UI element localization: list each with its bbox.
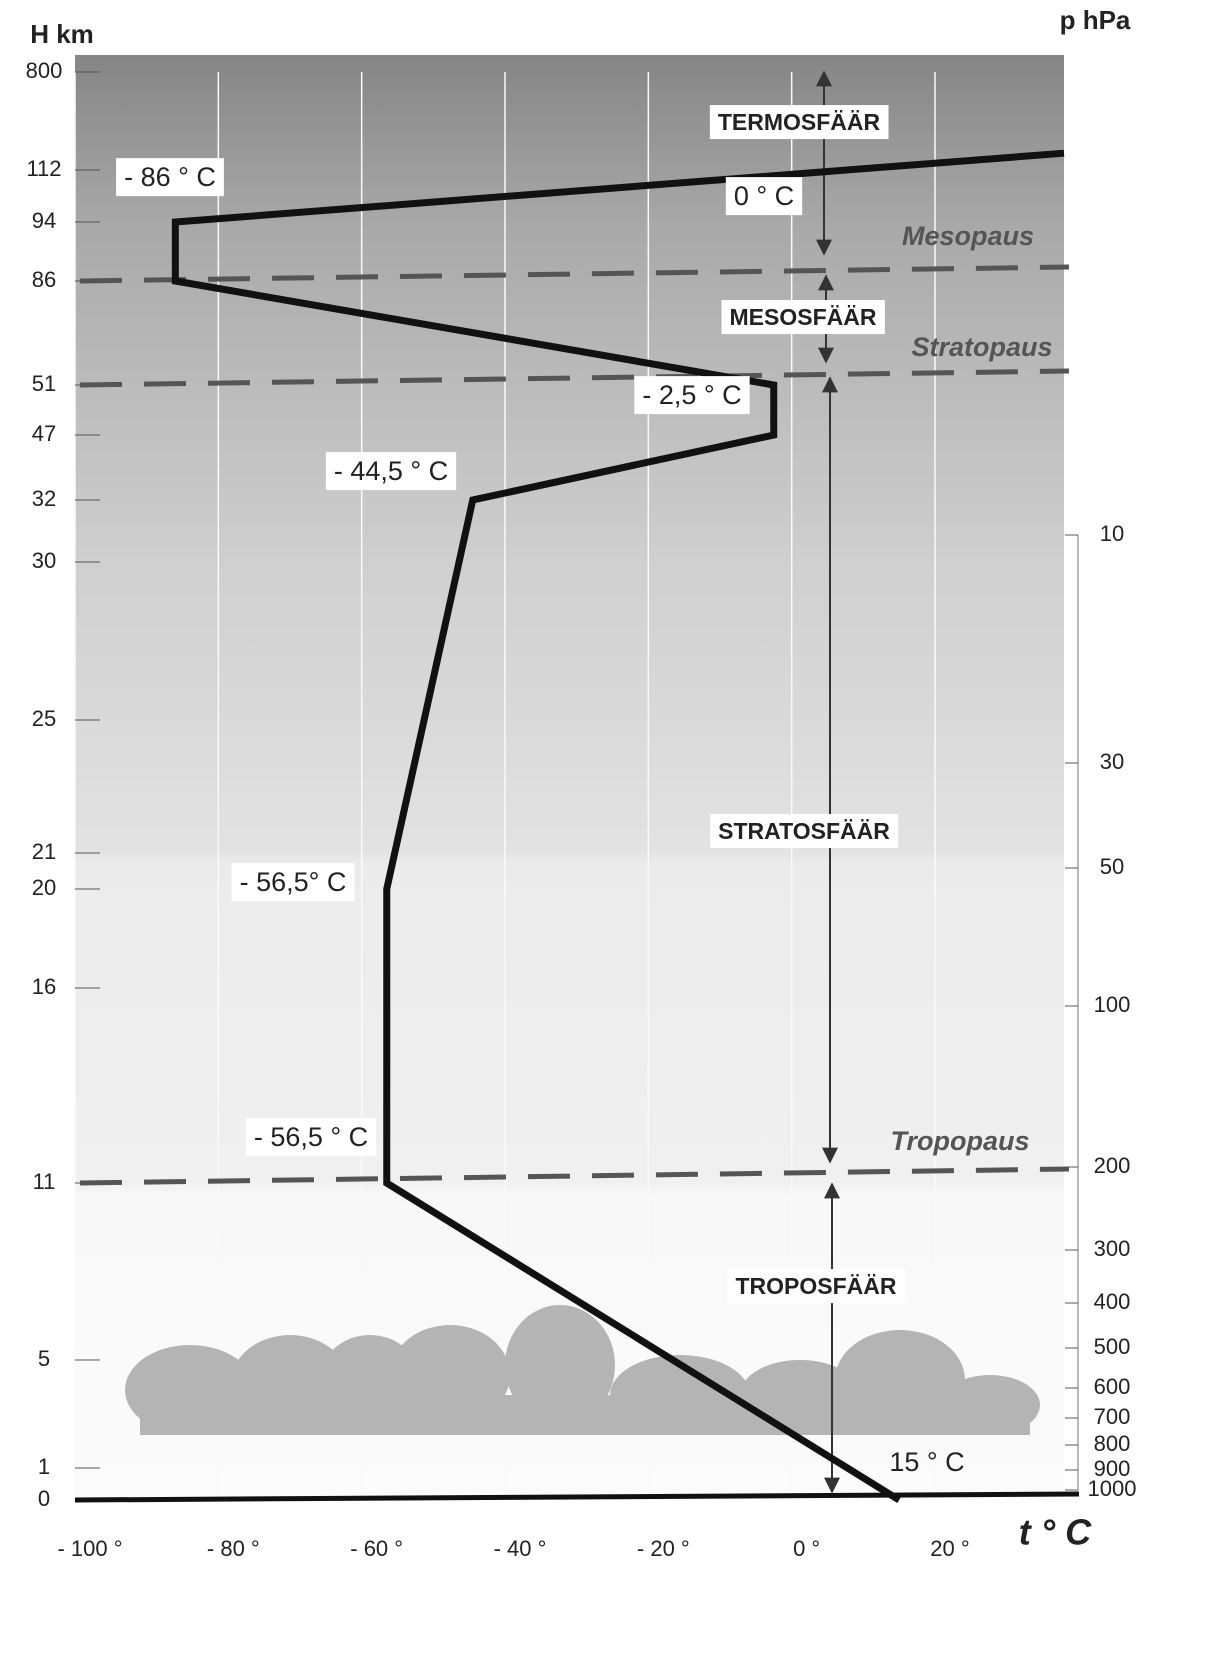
y2-tick-label: 100 xyxy=(1094,992,1131,1017)
layer-label: TROPOSFÄÄR xyxy=(736,1273,897,1299)
y-tick-label: 1 xyxy=(38,1454,50,1479)
y2-tick-label: 900 xyxy=(1094,1456,1131,1481)
annotation-group: - 44,5 ° C xyxy=(325,452,457,491)
annotation-group: 0 ° C xyxy=(725,177,803,216)
layer-label-group: TROPOSFÄÄR xyxy=(727,1269,905,1304)
y-tick-label: 47 xyxy=(32,421,56,446)
x-tick-label: - 100 ° xyxy=(57,1536,122,1561)
x-axis xyxy=(74,1491,1080,1503)
boundary-label: Stratopaus xyxy=(911,332,1052,362)
y-tick-label: 5 xyxy=(38,1346,50,1371)
x-tick-label: - 60 ° xyxy=(350,1536,403,1561)
boundary-label: Mesopaus xyxy=(902,221,1034,251)
y2-tick-label: 800 xyxy=(1094,1431,1131,1456)
y-tick-label: 20 xyxy=(32,875,56,900)
y-tick-label: 51 xyxy=(32,371,56,396)
boundary-line xyxy=(79,1166,1070,1186)
y-tick-label: 25 xyxy=(32,706,56,731)
y2-tick-label: 600 xyxy=(1094,1374,1131,1399)
y2-tick-label: 50 xyxy=(1100,854,1124,879)
annotation-group: - 2,5 ° C xyxy=(634,376,750,415)
y2-tick-label: 400 xyxy=(1094,1289,1131,1314)
y-axis-title: H km xyxy=(30,19,94,49)
clouds xyxy=(125,1305,1040,1435)
layer-label: STRATOSFÄÄR xyxy=(718,818,890,844)
boundary-label: Tropopaus xyxy=(890,1126,1029,1156)
boundary-line xyxy=(79,368,1070,388)
annotation-box xyxy=(634,376,750,415)
annotation-box xyxy=(116,158,224,197)
annotation-box xyxy=(325,452,457,491)
layer-label-box xyxy=(727,1269,905,1304)
y2-tick-label: 200 xyxy=(1094,1153,1131,1178)
y2-tick-label: 1000 xyxy=(1088,1476,1137,1501)
temperature-line xyxy=(171,149,1065,1503)
layer-label-box xyxy=(721,300,885,335)
layer-label: TERMOSFÄÄR xyxy=(718,109,881,135)
layer-label-group: MESOSFÄÄR xyxy=(721,300,885,335)
annotation: - 56,5° C xyxy=(240,867,347,897)
annotation: - 44,5 ° C xyxy=(334,456,448,486)
annotation: - 86 ° C xyxy=(124,162,216,192)
annotation: 15 ° C xyxy=(889,1447,964,1477)
x-tick-label: - 80 ° xyxy=(207,1536,260,1561)
annotation-box xyxy=(245,1118,377,1157)
layer-label-box xyxy=(709,105,889,140)
x-tick-label: - 40 ° xyxy=(494,1536,547,1561)
annotation-group: - 56,5 ° C xyxy=(245,1118,377,1157)
layer-label: MESOSFÄÄR xyxy=(730,304,877,330)
annotation: - 56,5 ° C xyxy=(254,1122,368,1152)
y-tick-label: 21 xyxy=(32,839,56,864)
annotation-box xyxy=(725,177,803,216)
y-tick-label: 30 xyxy=(32,548,56,573)
y-tick-label: 94 xyxy=(32,208,56,233)
y2-axis-title: p hPa xyxy=(1060,5,1131,35)
y-tick-label: 16 xyxy=(32,974,56,999)
layer-label-group: TERMOSFÄÄR xyxy=(709,105,889,140)
annotation-box xyxy=(231,863,355,902)
layer-label-box xyxy=(710,814,899,849)
y2-tick-label: 30 xyxy=(1100,749,1124,774)
layer-label-group: STRATOSFÄÄR xyxy=(710,814,899,849)
y2-tick-label: 500 xyxy=(1094,1334,1131,1359)
annotation: 0 ° C xyxy=(734,181,794,211)
y-tick-label: 11 xyxy=(33,1169,56,1194)
annotation: - 2,5 ° C xyxy=(642,380,741,410)
boundary-line xyxy=(79,264,1070,284)
x-tick-label: - 20 ° xyxy=(637,1536,690,1561)
x-axis-title: t ° C xyxy=(1019,1512,1092,1553)
y2-tick-label: 300 xyxy=(1094,1236,1131,1261)
x-tick-label: 20 ° xyxy=(930,1536,969,1561)
annotation-group: - 56,5° C xyxy=(231,863,355,902)
annotation-group: 15 ° C xyxy=(889,1447,964,1477)
y-tick-label: 86 xyxy=(32,267,56,292)
x-tick-label: 0 ° xyxy=(793,1536,820,1561)
y-tick-label: 800 xyxy=(26,58,63,83)
annotation-group: - 86 ° C xyxy=(116,158,224,197)
y-tick-label: 32 xyxy=(32,486,56,511)
plot-background xyxy=(75,55,1064,1500)
y2-tick-label: 700 xyxy=(1094,1404,1131,1429)
y-tick-label: 112 xyxy=(26,156,61,181)
y2-tick-label: 10 xyxy=(1100,521,1124,546)
y-tick-label: 0 xyxy=(38,1486,50,1511)
